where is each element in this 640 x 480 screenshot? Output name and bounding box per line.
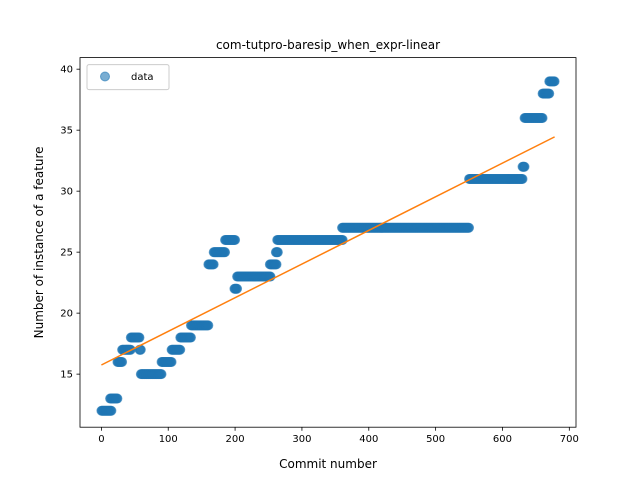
legend-frame xyxy=(86,64,170,91)
x-axis-ticks: 0 100 200 300 400 500 600 700 xyxy=(98,427,579,445)
y-tick-label: 35 xyxy=(60,126,73,137)
data-layer xyxy=(96,76,560,416)
legend: data xyxy=(86,64,170,91)
x-tick-label: 300 xyxy=(292,434,311,445)
chart-title: com-tutpro-baresip_when_expr-linear xyxy=(216,38,440,52)
legend-marker-data xyxy=(100,71,110,82)
data-point xyxy=(106,405,117,416)
y-tick-label: 20 xyxy=(60,309,73,320)
data-point xyxy=(271,259,282,270)
x-tick-label: 500 xyxy=(426,434,445,445)
data-point xyxy=(134,332,145,343)
data-point xyxy=(549,76,560,87)
x-axis-label: Commit number xyxy=(279,457,377,471)
y-axis-ticks: 15 20 25 30 35 40 xyxy=(60,65,80,381)
data-point xyxy=(517,173,528,184)
y-tick-label: 30 xyxy=(60,187,73,198)
x-tick-label: 100 xyxy=(159,434,178,445)
data-point xyxy=(156,369,167,380)
data-point xyxy=(112,393,123,404)
data-point xyxy=(117,356,128,367)
x-tick-label: 700 xyxy=(560,434,579,445)
y-axis-label: Number of instance of a feature xyxy=(32,146,46,338)
x-tick-label: 400 xyxy=(359,434,378,445)
x-tick-label: 200 xyxy=(226,434,245,445)
data-point xyxy=(203,320,214,331)
fit-line xyxy=(101,136,555,366)
data-point xyxy=(544,88,555,99)
legend-label-data: data xyxy=(131,72,154,83)
y-tick-label: 25 xyxy=(60,248,73,259)
data-point xyxy=(537,112,548,123)
x-tick-label: 600 xyxy=(493,434,512,445)
x-tick-label: 0 xyxy=(98,434,104,445)
data-point xyxy=(464,222,475,233)
data-point xyxy=(208,259,219,270)
data-point xyxy=(272,247,283,258)
data-point xyxy=(519,161,530,172)
data-point xyxy=(166,356,177,367)
data-point xyxy=(185,332,196,343)
plot-frame xyxy=(79,57,577,428)
data-point xyxy=(232,283,243,294)
data-point xyxy=(220,247,231,258)
data-point xyxy=(230,234,241,245)
y-tick-label: 40 xyxy=(60,65,73,76)
data-point xyxy=(175,344,186,355)
fit-layer xyxy=(101,136,555,366)
y-tick-label: 15 xyxy=(60,370,73,381)
